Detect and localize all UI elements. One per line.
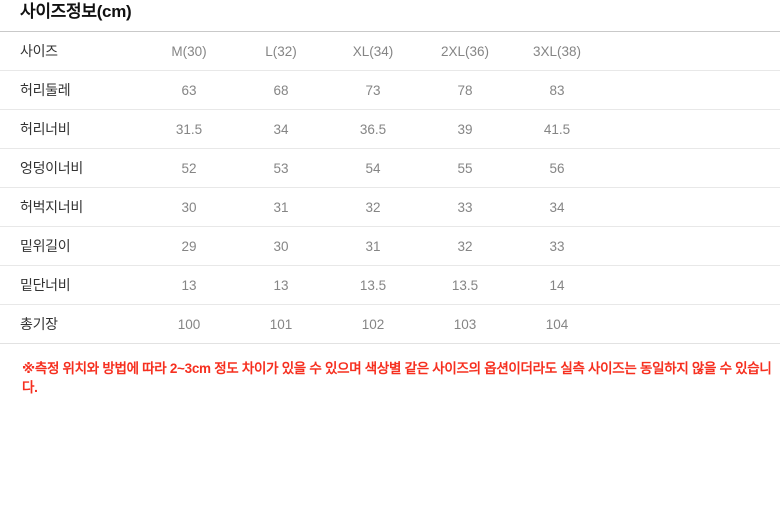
cell-value: 103 (453, 316, 477, 332)
column-header: 3XL(38) (532, 43, 582, 59)
cell-value: 104 (545, 316, 569, 332)
cell-value: 33 (549, 238, 565, 254)
column-header: 2XL(36) (440, 43, 490, 59)
cell-value: 13 (181, 277, 197, 293)
row-label: 총기장 (20, 316, 58, 332)
row-label: 허리너비 (20, 121, 71, 137)
filler-cell (603, 71, 780, 110)
cell-value: 32 (365, 199, 381, 215)
row-label: 밑단너비 (20, 277, 71, 293)
cell-value: 13.5 (451, 277, 479, 293)
row-label: 엉덩이너비 (20, 160, 83, 176)
table-row: 총기장 100 101 102 103 104 (0, 305, 780, 344)
cell-value: 78 (457, 82, 473, 98)
cell-value: 41.5 (543, 121, 571, 137)
cell-value: 31 (365, 238, 381, 254)
filler-cell (603, 188, 780, 227)
cell-value: 52 (181, 160, 197, 176)
cell-value: 29 (181, 238, 197, 254)
table-row: 엉덩이너비 52 53 54 55 56 (0, 149, 780, 188)
cell-value: 73 (365, 82, 381, 98)
filler-cell (603, 32, 780, 71)
cell-value: 83 (549, 82, 565, 98)
cell-value: 100 (177, 316, 201, 332)
cell-value: 32 (457, 238, 473, 254)
cell-value: 68 (273, 82, 289, 98)
filler-cell (603, 266, 780, 305)
column-header: L(32) (265, 43, 297, 59)
cell-value: 101 (269, 316, 293, 332)
cell-value: 13 (273, 277, 289, 293)
cell-value: 56 (549, 160, 565, 176)
cell-value: 102 (361, 316, 385, 332)
filler-cell (603, 305, 780, 344)
size-disclaimer: ※측정 위치와 방법에 따라 2~3cm 정도 차이가 있을 수 있으며 색상별… (22, 361, 772, 395)
cell-value: 34 (273, 121, 289, 137)
table-row: 밑위길이 29 30 31 32 33 (0, 227, 780, 266)
cell-value: 13.5 (359, 277, 387, 293)
cell-value: 55 (457, 160, 473, 176)
row-label: 사이즈 (20, 43, 58, 59)
table-row: 허벅지너비 30 31 32 33 34 (0, 188, 780, 227)
row-label: 허벅지너비 (20, 199, 83, 215)
row-label: 허리둘레 (20, 82, 71, 98)
cell-value: 54 (365, 160, 381, 176)
cell-value: 31.5 (175, 121, 203, 137)
table-row: 허리너비 31.5 34 36.5 39 41.5 (0, 110, 780, 149)
column-header: M(30) (171, 43, 207, 59)
row-label: 밑위길이 (20, 238, 71, 254)
cell-value: 36.5 (359, 121, 387, 137)
cell-value: 31 (273, 199, 289, 215)
cell-value: 33 (457, 199, 473, 215)
page-title: 사이즈정보(cm) (20, 2, 132, 21)
cell-value: 14 (549, 277, 565, 293)
header-row: 사이즈 M(30) L(32) XL(34) 2XL(36) 3XL(38) (0, 32, 780, 71)
cell-value: 53 (273, 160, 289, 176)
filler-cell (603, 110, 780, 149)
table-row: 밑단너비 13 13 13.5 13.5 14 (0, 266, 780, 305)
cell-value: 39 (457, 121, 473, 137)
size-table: 사이즈 M(30) L(32) XL(34) 2XL(36) 3XL(38) 허… (0, 31, 780, 344)
filler-cell (603, 227, 780, 266)
cell-value: 30 (273, 238, 289, 254)
cell-value: 34 (549, 199, 565, 215)
table-row: 허리둘레 63 68 73 78 83 (0, 71, 780, 110)
cell-value: 30 (181, 199, 197, 215)
filler-cell (603, 149, 780, 188)
cell-value: 63 (181, 82, 197, 98)
column-header: XL(34) (352, 43, 394, 59)
